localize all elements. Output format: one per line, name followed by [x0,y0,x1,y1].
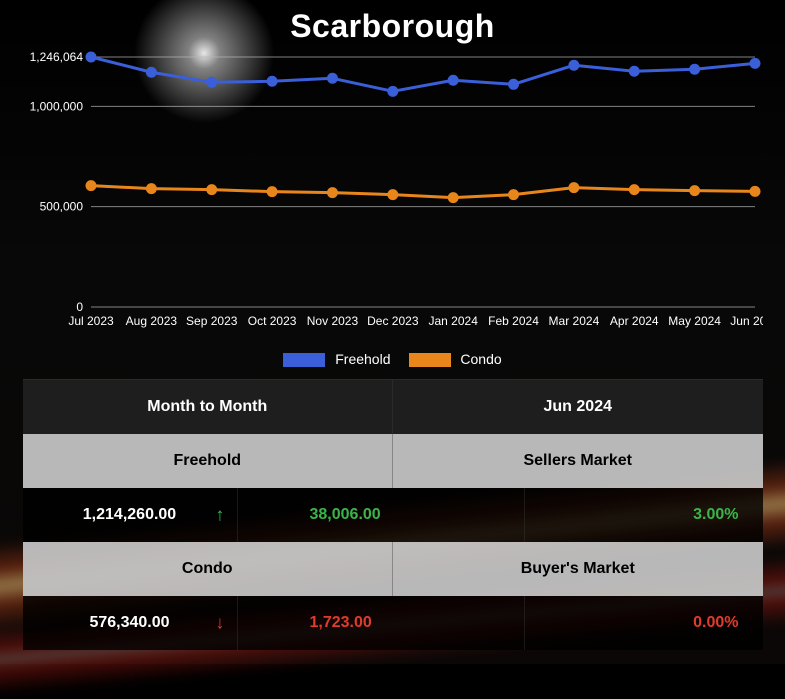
svg-text:Feb 2024: Feb 2024 [488,314,539,328]
price-chart: 0 500,000 1,000,000 1,246,064 Jul 2023 Aug 20… [23,49,763,349]
header-current-month: Jun 2024 [393,380,763,434]
legend-item-condo: Condo [409,351,502,367]
svg-text:0: 0 [76,300,83,314]
svg-text:1,000,000: 1,000,000 [29,99,83,113]
table-header-row: Month to Month Jun 2024 [23,380,763,434]
legend-swatch [283,353,325,367]
chart-legend: Freehold Condo [0,351,785,367]
value-text: 576,340.00 [89,614,169,632]
svg-text:Jul 2023: Jul 2023 [68,314,114,328]
svg-text:May 2024: May 2024 [668,314,721,328]
subheader-type: Freehold [23,434,394,488]
subheader-market: Sellers Market [393,434,763,488]
svg-text:Jan 2024: Jan 2024 [428,314,478,328]
arrow-up-icon: ↑ [216,505,225,526]
subheader-type: Condo [23,542,394,596]
page-title: Scarborough [0,0,785,49]
svg-text:Oct 2023: Oct 2023 [247,314,296,328]
cell-change: 38,006.00 [238,488,525,542]
svg-text:Sep 2023: Sep 2023 [186,314,238,328]
legend-label: Condo [460,351,501,367]
table-subheader-row: Freehold Sellers Market [23,434,763,488]
svg-text:Nov 2023: Nov 2023 [306,314,358,328]
legend-item-freehold: Freehold [283,351,390,367]
table-row: 1,214,260.00 ↑ 38,006.00 3.00% [23,488,763,542]
cell-value: 576,340.00 ↓ [23,596,238,650]
legend-label: Freehold [335,351,390,367]
svg-text:Dec 2023: Dec 2023 [367,314,419,328]
cell-value: 1,214,260.00 ↑ [23,488,238,542]
svg-text:1,246,064: 1,246,064 [29,50,83,64]
summary-table: Month to Month Jun 2024 Freehold Sellers… [23,379,763,650]
cell-percent: 0.00% [525,596,763,650]
table-row: 576,340.00 ↓ 1,723.00 0.00% [23,596,763,650]
svg-text:Mar 2024: Mar 2024 [548,314,599,328]
cell-change: 1,723.00 [238,596,525,650]
arrow-down-icon: ↓ [216,613,225,634]
svg-text:Aug 2023: Aug 2023 [125,314,177,328]
cell-percent: 3.00% [525,488,763,542]
header-month-to-month: Month to Month [23,380,394,434]
table-subheader-row: Condo Buyer's Market [23,542,763,596]
dashboard: Scarborough 0 500,000 1,000,000 1,246,064 Ju… [0,0,785,664]
value-text: 1,214,260.00 [83,506,176,524]
svg-text:Jun 2024: Jun 2024 [730,314,763,328]
svg-text:Apr 2024: Apr 2024 [609,314,658,328]
svg-text:500,000: 500,000 [39,200,83,214]
subheader-market: Buyer's Market [393,542,763,596]
legend-swatch [409,353,451,367]
